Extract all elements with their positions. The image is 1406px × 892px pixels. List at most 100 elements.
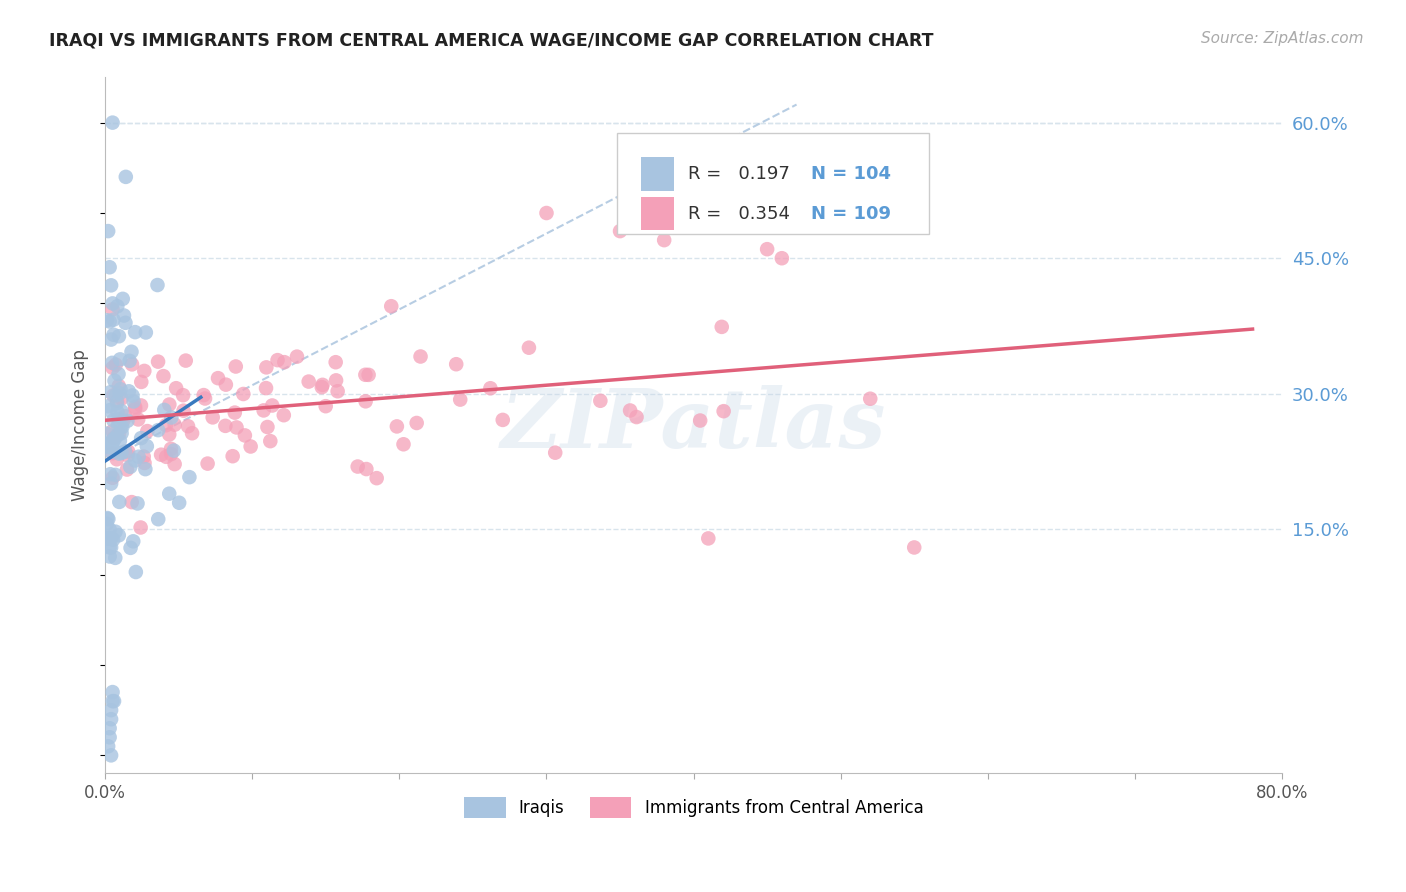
Point [366, 471, 388, 485]
Point [117, 448, 139, 462]
Point [409, 350, 432, 364]
Point [124, 325, 146, 339]
Point [100, 444, 122, 458]
Point [107, 418, 129, 433]
Point [96, 531, 118, 545]
Point [110, 446, 132, 460]
Point [98, 541, 121, 555]
Point [197, 457, 219, 471]
Text: Source: ZipAtlas.com: Source: ZipAtlas.com [1201, 31, 1364, 46]
Point [127, 412, 149, 426]
Point [536, 206, 558, 220]
Point [172, 388, 194, 402]
Point [101, 471, 124, 485]
Point [98, 731, 121, 745]
Text: IRAQI VS IMMIGRANTS FROM CENTRAL AMERICA WAGE/INCOME GAP CORRELATION CHART: IRAQI VS IMMIGRANTS FROM CENTRAL AMERICA… [49, 31, 934, 49]
Point [101, 441, 124, 455]
Point [96, 426, 118, 441]
Point [770, 251, 793, 265]
Point [135, 326, 157, 340]
Point [903, 541, 925, 555]
Point [311, 377, 333, 392]
Point [325, 355, 347, 369]
Point [108, 352, 131, 367]
Point [356, 462, 378, 476]
Point [104, 358, 127, 372]
Text: R =   0.197: R = 0.197 [688, 165, 790, 183]
Point [134, 456, 156, 470]
Point [266, 353, 288, 368]
Point [153, 403, 176, 417]
Point [225, 359, 247, 374]
Point [155, 418, 177, 433]
Point [97, 438, 120, 452]
Point [104, 432, 127, 446]
Point [107, 367, 129, 381]
Point [225, 420, 247, 434]
Point [101, 360, 124, 375]
Point [193, 388, 215, 402]
Point [262, 399, 284, 413]
Point [298, 375, 321, 389]
Point [98, 403, 121, 417]
Point [105, 396, 128, 410]
Point [157, 427, 180, 442]
Point [112, 309, 135, 323]
Point [194, 392, 217, 406]
Point [110, 392, 132, 406]
Point [122, 534, 145, 549]
Point [104, 550, 127, 565]
Point [129, 431, 152, 445]
Point [155, 450, 177, 464]
Point [479, 381, 502, 395]
Bar [641, 158, 673, 191]
Point [146, 278, 169, 293]
Point [98, 467, 121, 482]
Point [221, 449, 243, 463]
Point [108, 447, 131, 461]
Point [146, 423, 169, 437]
Point [96, 511, 118, 525]
Point [129, 399, 152, 413]
Point [100, 532, 122, 546]
Point [101, 356, 124, 370]
Point [354, 394, 377, 409]
Point [111, 420, 134, 434]
Point [181, 426, 204, 441]
Point [697, 532, 720, 546]
Point [125, 565, 148, 579]
Point [101, 302, 124, 317]
Point [215, 377, 238, 392]
Point [101, 424, 124, 438]
Point [619, 403, 641, 417]
Point [103, 694, 125, 708]
Point [97, 224, 120, 238]
Point [108, 329, 131, 343]
Point [103, 433, 125, 447]
Point [114, 169, 136, 184]
Point [100, 703, 122, 717]
Point [174, 353, 197, 368]
Point [110, 426, 132, 441]
Point [160, 410, 183, 425]
Point [114, 316, 136, 330]
Text: R =   0.354: R = 0.354 [688, 204, 790, 223]
Point [101, 296, 124, 310]
Point [108, 386, 131, 401]
Point [254, 381, 277, 395]
Point [100, 748, 122, 763]
Point [544, 445, 567, 459]
Point [103, 374, 125, 388]
Point [128, 450, 150, 464]
Point [110, 404, 132, 418]
Point [756, 242, 779, 256]
Point [118, 384, 141, 399]
Point [107, 405, 129, 419]
Point [105, 299, 128, 313]
Point [100, 712, 122, 726]
Point [96, 437, 118, 451]
Bar [641, 197, 673, 230]
Point [177, 419, 200, 434]
Point [273, 408, 295, 422]
Point [652, 233, 675, 247]
